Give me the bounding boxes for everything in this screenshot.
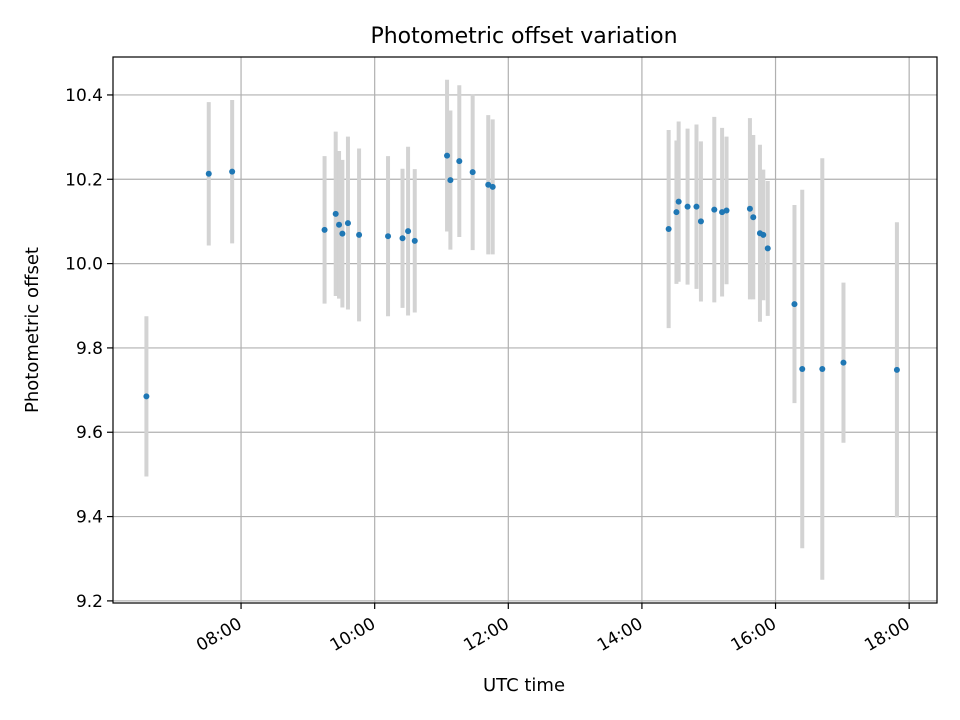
data-point	[447, 177, 454, 184]
y-tick-label: 9.2	[76, 592, 103, 612]
data-point	[764, 245, 771, 252]
data-point	[405, 228, 412, 235]
data-point	[673, 209, 680, 216]
data-point	[760, 231, 767, 238]
data-point	[229, 168, 236, 175]
x-tick-label: 10:00	[327, 614, 379, 656]
data-point	[339, 230, 346, 237]
data-point	[799, 366, 806, 372]
data-point	[336, 221, 343, 228]
grid	[113, 57, 937, 603]
y-axis-ticks: 9.2 9.4 9.6 9.8 10.0 10.2 10.4	[65, 86, 113, 612]
data-point	[684, 203, 691, 210]
x-axis-label: UTC time	[483, 675, 565, 696]
y-tick-label: 9.8	[76, 339, 103, 359]
data-point	[205, 170, 212, 177]
data-point	[893, 366, 900, 373]
chart-title: Photometric offset variation	[370, 24, 677, 49]
data-point	[385, 233, 392, 240]
x-axis-ticks: 08:00 10:00 12:00 14:00 16:00 18:00	[193, 603, 914, 656]
data-point	[750, 214, 757, 221]
plot-frame	[112, 56, 938, 604]
y-tick-label: 10.4	[65, 86, 103, 106]
y-tick-label: 9.4	[76, 508, 103, 528]
y-axis-label: Photometric offset	[22, 247, 43, 413]
data-point	[356, 231, 363, 238]
data-point	[819, 366, 826, 372]
data-point	[723, 207, 730, 214]
x-tick-label: 16:00	[728, 614, 780, 656]
data-point	[665, 226, 672, 233]
data-points	[143, 152, 900, 400]
x-tick-label: 14:00	[594, 614, 646, 656]
data-point	[411, 237, 418, 244]
data-point	[456, 158, 463, 165]
y-tick-label: 10.0	[65, 255, 103, 275]
data-point	[489, 183, 496, 190]
data-point	[711, 206, 718, 213]
y-tick-label: 9.6	[76, 423, 103, 443]
y-tick-label: 10.2	[65, 170, 103, 190]
data-point	[791, 301, 798, 308]
data-point	[840, 359, 847, 366]
data-point	[399, 235, 406, 242]
data-point	[485, 181, 492, 188]
data-point	[444, 152, 451, 159]
data-point	[332, 210, 339, 217]
data-point	[746, 205, 753, 212]
errorbars	[144, 79, 899, 580]
data-point	[321, 226, 328, 233]
x-tick-label: 12:00	[460, 614, 512, 656]
data-point	[697, 218, 704, 225]
x-tick-label: 18:00	[861, 614, 913, 656]
data-point	[143, 393, 150, 400]
data-point	[675, 198, 682, 205]
data-point	[469, 169, 476, 176]
data-point	[693, 203, 700, 210]
data-point	[344, 220, 351, 227]
x-tick-label: 08:00	[193, 614, 245, 656]
